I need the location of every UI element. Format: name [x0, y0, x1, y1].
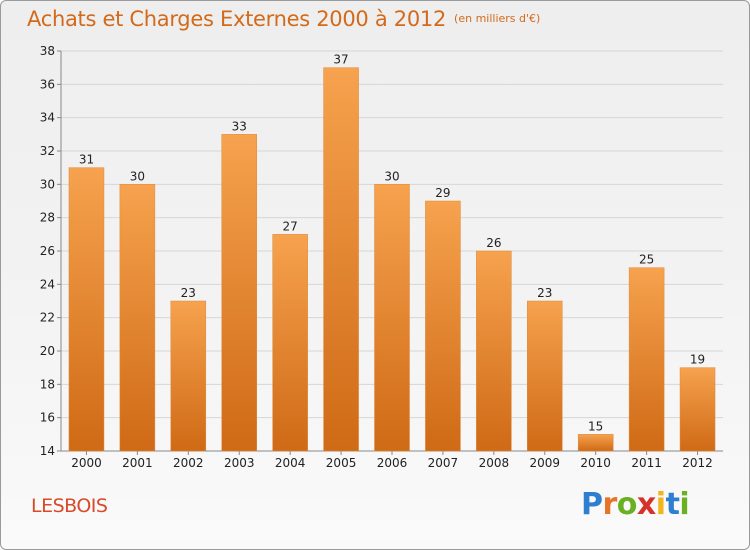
logo-letter: i [679, 487, 690, 522]
y-tick-label: 16 [40, 411, 55, 425]
y-tick-label: 38 [40, 44, 55, 58]
value-label: 30 [384, 169, 399, 183]
value-label: 30 [130, 169, 145, 183]
value-labels: 31 30 23 33 27 37 30 29 26 23 15 25 19 [79, 53, 705, 434]
unit-label: (en milliers d'€) [454, 12, 541, 25]
bar [527, 300, 563, 452]
bar [170, 300, 207, 452]
x-tick-label: 2002 [173, 456, 204, 470]
x-tick-label: 2001 [122, 456, 153, 470]
value-label: 15 [588, 419, 603, 433]
x-tick-label: 2000 [71, 456, 102, 470]
x-tick-label: 2004 [275, 456, 306, 470]
y-tick-label: 32 [40, 144, 55, 158]
x-tick-label: 2009 [529, 456, 560, 470]
logo-letter: P [581, 487, 603, 522]
value-label: 33 [232, 119, 247, 133]
x-tick-label: 2010 [580, 456, 611, 470]
value-label: 37 [333, 53, 348, 67]
bar [119, 184, 156, 452]
commune-name: LESBOIS [31, 495, 108, 517]
x-tick-label: 2007 [428, 456, 459, 470]
y-tick-label: 26 [40, 244, 55, 258]
x-tick-label: 2005 [326, 456, 357, 470]
y-tick-label: 20 [40, 344, 55, 358]
bar [374, 184, 410, 452]
bars [68, 67, 716, 452]
y-tick-label: 14 [40, 444, 55, 458]
value-label: 29 [435, 186, 450, 200]
y-tick-label: 36 [40, 77, 55, 91]
bar [425, 200, 461, 452]
bar [272, 234, 308, 452]
x-tick-label: 2008 [479, 456, 510, 470]
proxiti-logo: Proxiti [581, 487, 690, 522]
bar [221, 134, 257, 452]
y-tick-label: 18 [40, 377, 55, 391]
logo-letter: o [616, 487, 638, 522]
title-text: Achats et Charges Externes 2000 à 2012 [27, 7, 447, 31]
y-tick-label: 30 [40, 177, 55, 191]
value-label: 25 [639, 253, 654, 267]
value-label: 23 [537, 286, 552, 300]
y-tick-label: 34 [40, 111, 55, 125]
logo-letter: i [655, 487, 666, 522]
x-tick-labels: 2000 2001 2002 2003 2004 2005 2006 2007 2008 2009… [71, 456, 713, 470]
bar [577, 434, 614, 452]
y-tick-label: 28 [40, 211, 55, 225]
bar [68, 167, 105, 452]
x-tick-label: 2012 [682, 456, 713, 470]
logo-letter: x [636, 487, 656, 522]
x-tick-label: 2006 [377, 456, 408, 470]
bar [679, 367, 716, 452]
value-label: 19 [690, 353, 705, 367]
logo-letter: t [665, 487, 680, 522]
bar [476, 250, 512, 452]
bar [323, 67, 359, 452]
value-label: 31 [79, 153, 94, 167]
chart-title: Achats et Charges Externes 2000 à 2012 (e… [27, 7, 540, 31]
y-tick-labels: 14 16 18 20 22 24 26 28 30 32 34 36 38 [40, 44, 55, 458]
bar [628, 267, 665, 452]
value-label: 27 [283, 219, 298, 233]
x-tick-label: 2011 [631, 456, 662, 470]
y-tick-label: 24 [40, 277, 55, 291]
x-tick-label: 2003 [224, 456, 255, 470]
value-label: 26 [486, 236, 501, 250]
logo-letter: r [602, 487, 618, 522]
y-tick-label: 22 [40, 311, 55, 325]
value-label: 23 [181, 286, 196, 300]
